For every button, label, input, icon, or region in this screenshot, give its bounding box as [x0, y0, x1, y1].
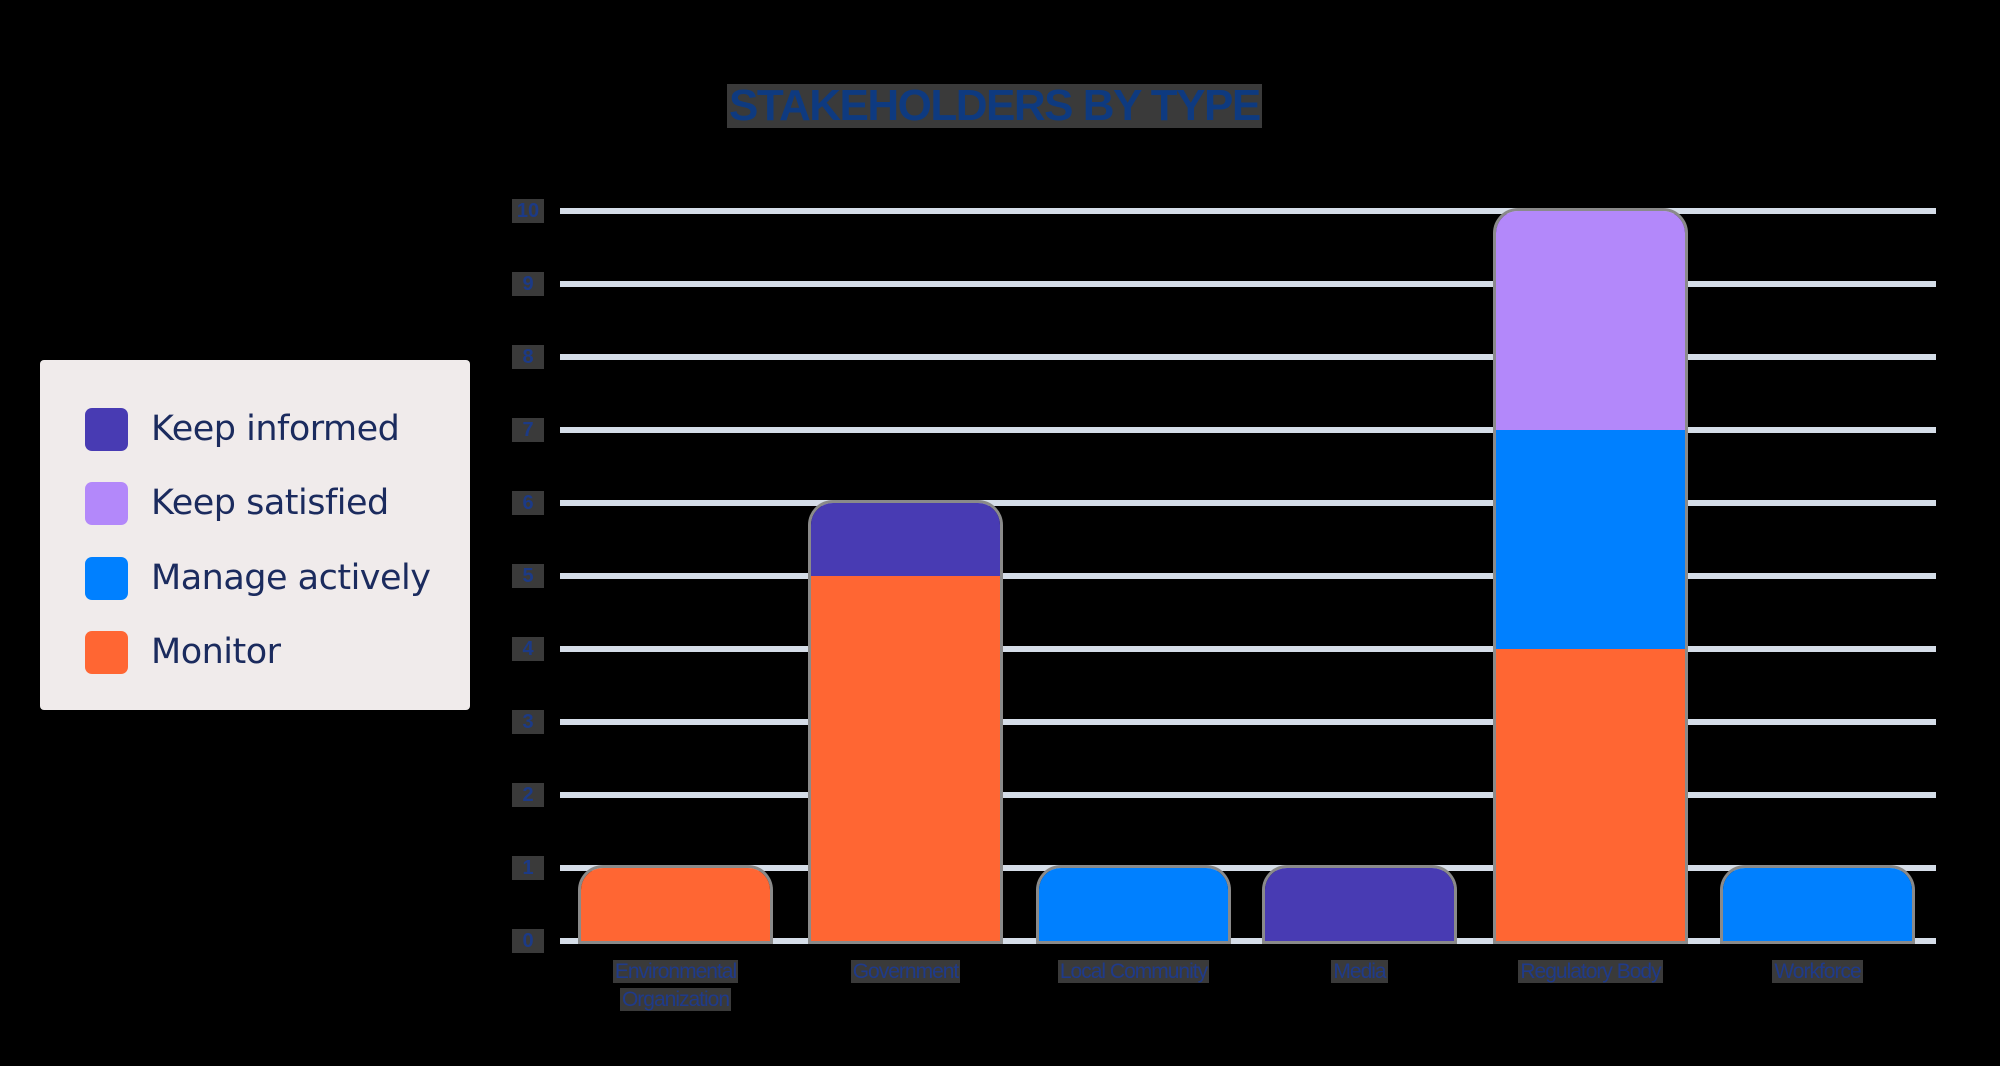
- gridline: [560, 865, 1936, 871]
- gridline: [560, 281, 1936, 287]
- bar-media[interactable]: [1265, 868, 1454, 941]
- legend: Keep informed Keep satisfied Manage acti…: [40, 360, 470, 710]
- legend-item-keep-informed[interactable]: Keep informed: [85, 407, 400, 451]
- legend-swatch-keep-informed: [85, 407, 128, 451]
- gridline: [560, 792, 1936, 798]
- x-tick-label: Workforce: [1772, 960, 1863, 983]
- legend-label: Monitor: [151, 632, 281, 672]
- legend-item-manage-actively[interactable]: Manage actively: [85, 556, 431, 600]
- chart-title: STAKEHOLDERS BY TYPE: [727, 81, 1262, 130]
- bar-segment-manage-actively[interactable]: [1496, 430, 1685, 649]
- y-tick-label: 5: [512, 564, 544, 588]
- gridline: [560, 719, 1936, 725]
- y-tick-label: 7: [512, 418, 544, 442]
- y-tick-label: 3: [512, 710, 544, 734]
- bar-workforce[interactable]: [1723, 868, 1912, 941]
- gridline: [560, 573, 1936, 579]
- x-tick-label: Environmental Organization: [612, 960, 739, 1011]
- gridline: [560, 427, 1936, 433]
- gridline: [560, 646, 1936, 652]
- legend-item-monitor[interactable]: Monitor: [85, 630, 281, 674]
- bar-segment-keep-informed[interactable]: [811, 503, 1000, 576]
- y-tick-label: 10: [512, 199, 544, 223]
- gridline: [560, 208, 1936, 214]
- bar-segment-keep-informed[interactable]: [1265, 868, 1454, 941]
- y-tick-label: 0: [512, 929, 544, 953]
- bar-regulatory-body[interactable]: [1496, 211, 1685, 941]
- legend-label: Keep informed: [151, 409, 400, 449]
- y-tick-label: 8: [512, 345, 544, 369]
- gridline: [560, 500, 1936, 506]
- y-tick-label: 1: [512, 856, 544, 880]
- y-tick-label: 9: [512, 272, 544, 296]
- bar-government[interactable]: [811, 503, 1000, 941]
- legend-swatch-keep-satisfied: [85, 481, 128, 525]
- legend-label: Keep satisfied: [151, 483, 389, 523]
- gridline: [560, 938, 1936, 944]
- bar-segment-manage-actively[interactable]: [1723, 868, 1912, 941]
- bar-environmental-organization[interactable]: [581, 868, 770, 941]
- y-tick-label: 6: [512, 491, 544, 515]
- y-tick-label: 2: [512, 783, 544, 807]
- bar-segment-monitor[interactable]: [581, 868, 770, 941]
- x-tick-label: Media: [1331, 960, 1388, 983]
- legend-item-keep-satisfied[interactable]: Keep satisfied: [85, 481, 389, 525]
- bar-local-community[interactable]: [1039, 868, 1228, 941]
- legend-swatch-monitor: [85, 630, 128, 674]
- x-tick-label: Regulatory Body: [1518, 960, 1663, 983]
- bar-segment-monitor[interactable]: [811, 576, 1000, 941]
- bar-segment-keep-satisfied[interactable]: [1496, 211, 1685, 430]
- x-tick-label: Local Community: [1057, 960, 1210, 983]
- legend-label: Manage actively: [151, 558, 431, 598]
- x-tick-label: Government: [850, 960, 961, 983]
- bar-segment-manage-actively[interactable]: [1039, 868, 1228, 941]
- gridline: [560, 354, 1936, 360]
- y-tick-label: 4: [512, 637, 544, 661]
- bar-segment-monitor[interactable]: [1496, 649, 1685, 941]
- legend-swatch-manage-actively: [85, 556, 128, 600]
